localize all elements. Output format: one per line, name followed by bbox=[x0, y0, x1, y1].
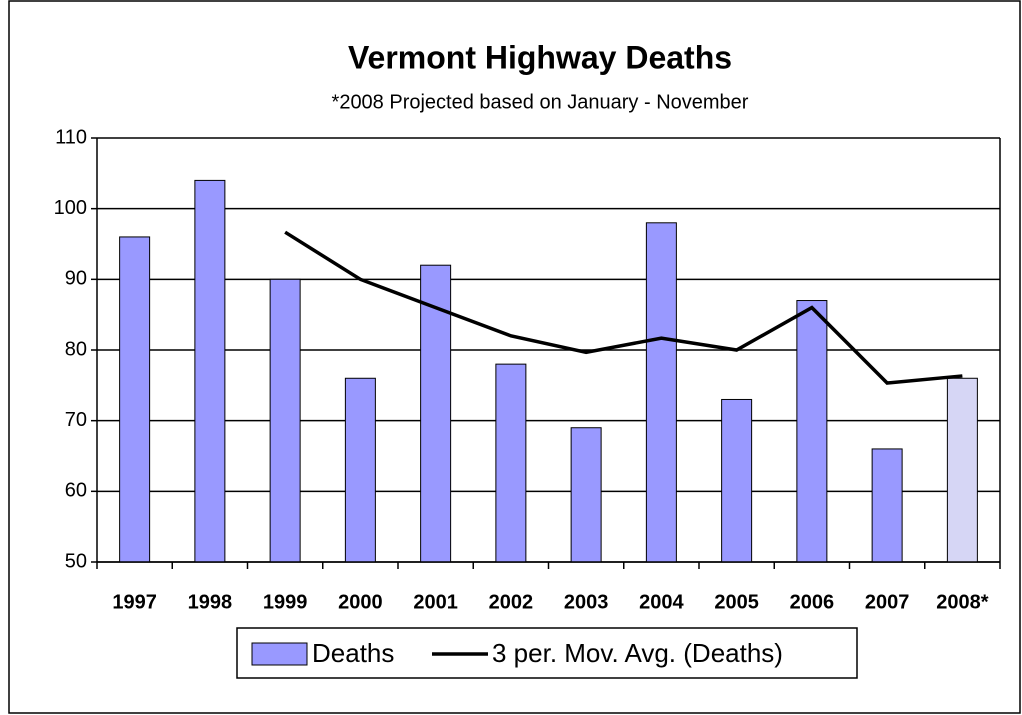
x-tick-label: 2003 bbox=[564, 591, 609, 613]
x-tick-label: 2001 bbox=[413, 591, 458, 613]
bar bbox=[796, 300, 828, 563]
y-tick-label: 90 bbox=[65, 268, 87, 290]
y-tick-label: 50 bbox=[65, 550, 87, 572]
x-tick-label: 1998 bbox=[188, 591, 233, 613]
y-tick-label: 60 bbox=[65, 480, 87, 502]
x-tick-label: 2006 bbox=[790, 591, 835, 613]
bar bbox=[645, 222, 677, 563]
bar bbox=[194, 179, 226, 563]
chart-title: Vermont Highway Deaths bbox=[348, 39, 732, 75]
bar bbox=[344, 377, 376, 563]
x-tick-label: 2002 bbox=[489, 591, 534, 613]
y-tick-label: 70 bbox=[65, 409, 87, 431]
legend-box bbox=[236, 627, 858, 679]
x-tick-label: 2005 bbox=[714, 591, 759, 613]
legend-label: Deaths bbox=[312, 638, 394, 668]
x-tick-label: 2000 bbox=[338, 591, 383, 613]
bar bbox=[871, 448, 903, 563]
bar bbox=[495, 363, 527, 563]
chart-subtitle: *2008 Projected based on January - Novem… bbox=[332, 91, 749, 113]
y-tick-label: 100 bbox=[54, 197, 87, 219]
moving-average-line bbox=[284, 230, 963, 385]
x-tick-label: 1999 bbox=[263, 591, 308, 613]
x-tick-label: 1997 bbox=[112, 591, 157, 613]
y-tick-label: 110 bbox=[55, 126, 87, 148]
bar bbox=[269, 278, 301, 563]
legend-swatch bbox=[251, 642, 308, 666]
bar bbox=[570, 427, 602, 563]
y-tick-label: 80 bbox=[65, 338, 87, 360]
bar bbox=[721, 398, 753, 563]
bar bbox=[946, 377, 978, 563]
bar bbox=[420, 264, 452, 563]
x-tick-label: 2007 bbox=[865, 591, 910, 613]
legend-label: 3 per. Mov. Avg. (Deaths) bbox=[492, 638, 783, 668]
x-tick-label: 2004 bbox=[639, 591, 684, 613]
x-tick-label: 2008* bbox=[936, 591, 988, 613]
bar bbox=[119, 236, 151, 563]
